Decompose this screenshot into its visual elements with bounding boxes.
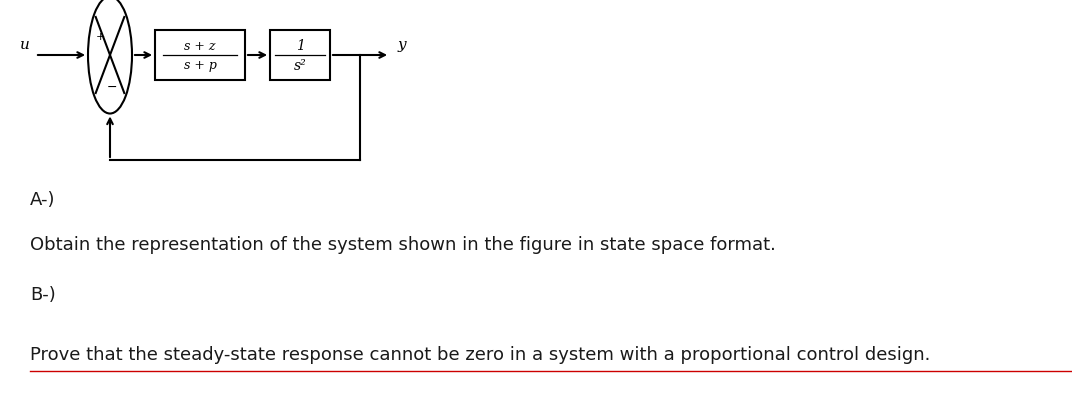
Text: A-): A-) xyxy=(30,191,56,209)
Text: Obtain the representation of the system shown in the figure in state space forma: Obtain the representation of the system … xyxy=(30,236,776,254)
Bar xyxy=(270,30,330,80)
Text: s²: s² xyxy=(294,59,307,73)
Text: B-): B-) xyxy=(30,286,56,304)
Bar xyxy=(155,30,245,80)
Text: Prove that the steady-state response cannot be zero in a system with a proportio: Prove that the steady-state response can… xyxy=(30,346,930,364)
Text: s + p: s + p xyxy=(183,58,217,71)
Text: u: u xyxy=(20,38,30,52)
Text: y: y xyxy=(398,38,406,52)
Text: −: − xyxy=(107,81,118,93)
Text: 1: 1 xyxy=(296,39,304,53)
Text: s + z: s + z xyxy=(184,39,215,52)
Text: +: + xyxy=(95,33,105,42)
